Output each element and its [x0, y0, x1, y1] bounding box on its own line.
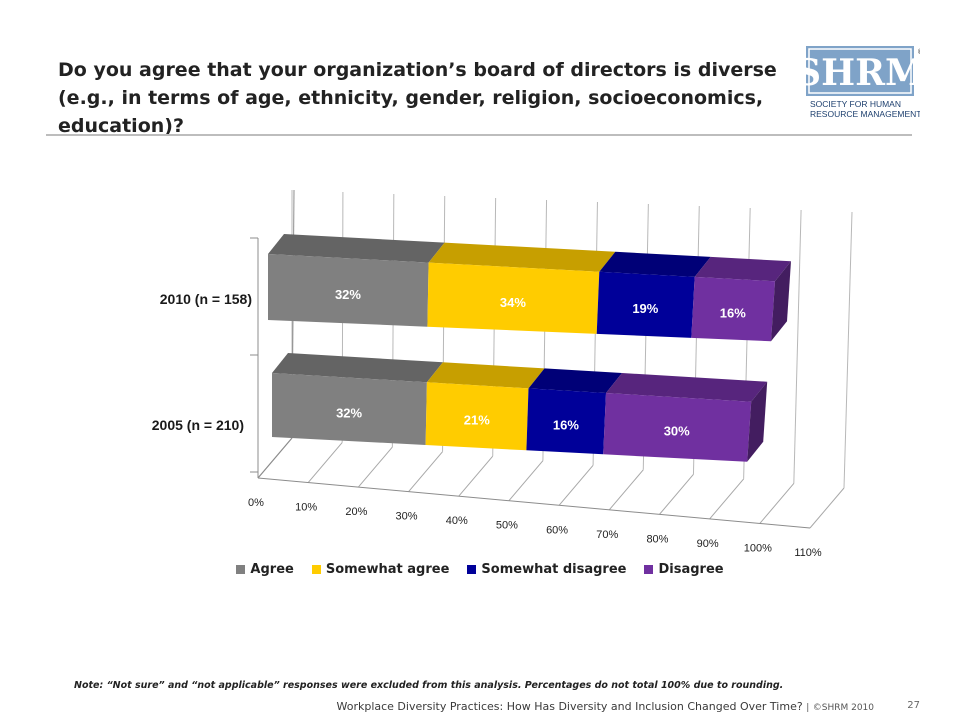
legend-swatch-agree: [236, 565, 246, 574]
legend-item-agree: Agree: [236, 562, 294, 577]
floor-gridline: [809, 487, 845, 529]
floor-gridline: [458, 455, 494, 497]
wall-gridline: [793, 209, 802, 484]
x-tick-label: 40%: [446, 515, 468, 527]
bar-top-face: [272, 353, 443, 383]
x-tick-label: 20%: [345, 506, 367, 518]
legend-item-somewhat-disagree: Somewhat disagree: [467, 562, 626, 577]
legend-swatch-somewhat-disagree: [467, 565, 477, 574]
footnote: Note: “Not sure” and “not applicable” re…: [74, 680, 784, 691]
legend-label-disagree: Disagree: [658, 562, 724, 577]
bar-top-face: [528, 368, 622, 393]
bar-segment: [427, 262, 600, 334]
bar-segment: [691, 276, 775, 342]
x-tick-label: 90%: [697, 538, 719, 550]
title-divider: [46, 134, 912, 136]
footer-copyright: ©SHRM 2010: [812, 703, 874, 713]
footer-separator: |: [806, 703, 810, 713]
x-tick-label: 100%: [744, 542, 772, 554]
chart-legend: Agree Somewhat agree Somewhat disagree D…: [0, 562, 960, 577]
data-label: 32%: [335, 287, 361, 302]
bar-top-face: [428, 242, 616, 272]
slide-title: Do you agree that your organization’s bo…: [58, 59, 777, 137]
x-tick-label: 10%: [295, 502, 317, 514]
page-number: 27: [907, 700, 920, 711]
logo-tagline-line1: SOCIETY FOR HUMAN: [810, 99, 901, 109]
x-tick-label: 30%: [396, 511, 418, 523]
legend-label-somewhat-disagree: Somewhat disagree: [481, 562, 627, 577]
legend-item-somewhat-agree: Somewhat agree: [311, 562, 450, 577]
data-label: 16%: [553, 418, 579, 433]
axis-floor-left: [257, 437, 293, 479]
data-label: 30%: [664, 424, 690, 439]
bar-top-face: [694, 256, 791, 282]
data-label: 19%: [632, 301, 658, 316]
bar-segment: [272, 373, 427, 445]
bar-side-face: [771, 261, 791, 342]
x-tick-label: 60%: [546, 524, 568, 536]
bar-top-face: [426, 362, 545, 389]
data-label: 32%: [336, 405, 362, 420]
bar-segment: [268, 254, 429, 327]
category-label: 2010 (n = 158): [160, 291, 252, 307]
bar-top-face: [599, 251, 711, 277]
x-tick-label: 80%: [646, 533, 668, 545]
data-label: 16%: [720, 305, 746, 320]
stacked-bar-chart: 0% 10% 20% 30% 40% 50% 60% 70% 80% 90% 100% 110% 32%…: [152, 189, 853, 559]
legend-label-somewhat-agree: Somewhat agree: [325, 562, 450, 577]
floor-gridline: [709, 478, 745, 520]
logo-registered-mark: ®: [917, 48, 920, 56]
floor-gridline: [408, 451, 443, 492]
axis-floor-front: [257, 477, 811, 529]
data-label: 34%: [500, 295, 526, 310]
bar-segment: [603, 393, 752, 462]
floor-gridline: [558, 464, 594, 506]
bar-top-face: [606, 373, 768, 402]
legend-swatch-somewhat-agree: [311, 565, 321, 574]
x-tick-label: 50%: [496, 520, 518, 532]
x-tick-label: 110%: [794, 547, 822, 559]
floor-gridline: [659, 474, 694, 515]
logo-tagline-line2: RESOURCE MANAGEMENT: [810, 109, 920, 119]
shrm-logo: SHRM ® SOCIETY FOR HUMAN RESOURCE MANAGE…: [806, 46, 920, 119]
logo-wordmark: SHRM: [806, 52, 920, 94]
legend-label-agree: Agree: [250, 562, 294, 577]
data-label: 21%: [464, 413, 490, 428]
bar-segment: [526, 388, 606, 455]
x-tick-label: 0%: [248, 497, 264, 509]
wall-gridline: [843, 211, 853, 489]
floor-gridline: [357, 446, 393, 488]
category-label: 2005 (n = 210): [152, 417, 244, 433]
floor-gridline: [608, 469, 644, 511]
bar-side-face: [747, 381, 768, 462]
legend-item-disagree: Disagree: [644, 562, 724, 577]
floor-gridline: [759, 483, 795, 524]
legend-swatch-disagree: [644, 565, 654, 574]
footer: Workplace Diversity Practices: How Has D…: [336, 700, 874, 713]
logo-background: [806, 46, 914, 96]
x-tick-label: 70%: [596, 529, 618, 541]
bar-segment: [425, 382, 529, 451]
bar-segment: [596, 271, 695, 338]
bar-top-face: [268, 234, 445, 263]
footer-title: Workplace Diversity Practices: How Has D…: [336, 700, 803, 713]
floor-gridline: [307, 442, 343, 483]
floor-gridline: [508, 460, 544, 502]
